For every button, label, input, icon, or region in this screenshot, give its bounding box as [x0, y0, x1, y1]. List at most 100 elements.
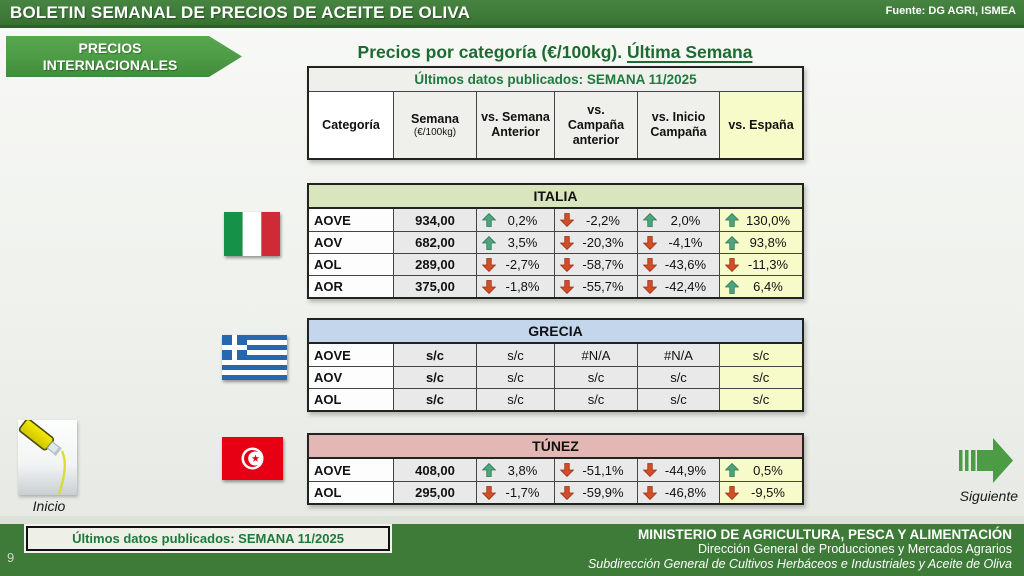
pct-cell: -1,8%: [477, 276, 555, 297]
down-arrow-icon: [725, 485, 739, 500]
up-arrow-icon: [482, 463, 496, 477]
category-label: AOL: [309, 482, 394, 503]
footer-strip: [0, 516, 1024, 524]
col-header-vs-semana-anterior: vs. Semana Anterior: [477, 92, 555, 158]
up-arrow-icon: [482, 235, 496, 250]
page-title: Precios por categoría (€/100kg). Última …: [300, 42, 810, 63]
pct-cell: -4,1%: [638, 232, 720, 253]
bulletin-title: BOLETIN SEMANAL DE PRECIOS DE ACEITE DE …: [10, 3, 471, 22]
down-arrow-icon: [560, 279, 574, 294]
pct-value: #N/A: [664, 347, 693, 363]
tunisia-flag-icon: [222, 437, 283, 480]
pct-cell: -46,8%: [638, 482, 720, 503]
pct-value: -11,3%: [747, 257, 789, 272]
price-value: 375,00: [394, 276, 477, 297]
column-headers: Categoría Semana (€/100kg) vs. Semana An…: [309, 92, 802, 158]
down-arrow-icon: [560, 235, 574, 250]
category-label: AOV: [309, 367, 394, 388]
pct-value: -2,7%: [505, 257, 540, 272]
col-header-semana-label: Semana: [411, 111, 459, 126]
pct-value: -42,4%: [664, 279, 707, 294]
pct-value: 6,4%: [753, 279, 783, 294]
pct-value: -59,9%: [582, 485, 624, 500]
pct-value: s/c: [587, 392, 605, 407]
table-row: AOV s/c s/c s/c s/c s/c: [309, 366, 802, 388]
pct-value: -1,8%: [505, 279, 540, 294]
pct-value: -43,6%: [664, 257, 707, 272]
pct-cell: -9,5%: [720, 482, 802, 503]
table-row: AOVE 408,00 3,8% -51,1% -44,9% 0,5%: [309, 459, 802, 481]
pct-cell: s/c: [477, 389, 555, 410]
pct-cell: -11,3%: [720, 254, 802, 275]
pct-cell: s/c: [555, 367, 638, 388]
table-row: AOV 682,00 3,5% -20,3% -4,1% 93,8%: [309, 231, 802, 253]
category-label: AOL: [309, 389, 394, 410]
footer-published-label: Últimos datos publicados: SEMANA 11/2025: [26, 526, 390, 551]
down-arrow-icon: [482, 279, 496, 294]
col-header-vs-campana-anterior: vs. Campaña anterior: [555, 92, 638, 158]
pct-cell: -59,9%: [555, 482, 638, 503]
pct-cell: -44,9%: [638, 459, 720, 481]
pct-value: 0,2%: [507, 212, 538, 228]
pct-value: -1,7%: [505, 485, 540, 500]
pct-cell: #N/A: [555, 344, 638, 366]
inicio-label[interactable]: Inicio: [32, 498, 66, 514]
pct-cell: 6,4%: [720, 276, 802, 297]
pct-value: s/c: [752, 370, 770, 385]
home-olive-oil-image[interactable]: [18, 418, 77, 495]
pct-value: -55,7%: [582, 279, 624, 294]
pct-value: s/c: [670, 392, 687, 407]
footer-bar: Últimos datos publicados: SEMANA 11/2025…: [0, 524, 1024, 576]
pct-value: s/c: [670, 370, 687, 385]
table-grecia: GRECIA AOVE s/c s/c #N/A #N/A s/c AOV s/c s/c s/c…: [307, 318, 804, 412]
ministry-name: MINISTERIO DE AGRICULTURA, PESCA Y ALIME…: [637, 527, 1012, 542]
country-header-italia: ITALIA: [309, 185, 802, 209]
down-arrow-icon: [643, 235, 657, 250]
category-label: AOR: [309, 276, 394, 297]
italy-flag-icon: [224, 212, 280, 256]
summary-header-table: Últimos datos publicados: SEMANA 11/2025…: [307, 66, 804, 160]
siguiente-label[interactable]: Siguiente: [959, 488, 1018, 504]
pct-cell: s/c: [555, 389, 638, 410]
price-value: s/c: [394, 344, 477, 366]
pct-value: -51,1%: [582, 462, 624, 478]
price-value: 408,00: [394, 459, 477, 481]
category-label: AOVE: [309, 209, 394, 231]
category-label: AOL: [309, 254, 394, 275]
pct-value: -46,8%: [664, 485, 707, 500]
pct-value: 2,0%: [670, 212, 701, 228]
pct-value: -58,7%: [582, 257, 624, 272]
pct-cell: -2,2%: [555, 209, 638, 231]
col-header-vs-espana: vs. España: [720, 92, 802, 158]
table-row: AOR 375,00 -1,8% -55,7% -42,4% 6,4%: [309, 275, 802, 297]
price-value: 682,00: [394, 232, 477, 253]
pct-value: 0,5%: [753, 462, 783, 478]
up-arrow-icon: [725, 463, 739, 477]
pct-value: s/c: [587, 370, 605, 385]
pct-cell: -43,6%: [638, 254, 720, 275]
pct-value: s/c: [507, 392, 524, 407]
siguiente-arrow-icon[interactable]: [958, 434, 1014, 491]
table-row: AOVE 934,00 0,2% -2,2% 2,0% 130,0%: [309, 209, 802, 231]
pct-value: 3,8%: [507, 462, 538, 478]
badge-line2: INTERNACIONALES: [42, 56, 178, 73]
pct-cell: s/c: [477, 344, 555, 366]
pct-cell: s/c: [720, 367, 802, 388]
col-header-semana-unit: (€/100kg): [413, 126, 457, 138]
pct-value: -4,1%: [668, 235, 703, 250]
pct-cell: s/c: [638, 367, 720, 388]
pct-value: -2,2%: [586, 212, 620, 228]
table-row: AOL 295,00 -1,7% -59,9% -46,8% -9,5%: [309, 481, 802, 503]
subdireccion-general: Subdirección General de Cultivos Herbáce…: [587, 557, 1012, 571]
up-arrow-icon: [482, 213, 496, 227]
title-underlined: Última Semana: [626, 42, 753, 62]
pct-cell: -58,7%: [555, 254, 638, 275]
table-italia: ITALIA AOVE 934,00 0,2% -2,2% 2,0% 130,0% AOV 6…: [307, 183, 804, 299]
col-header-vs-inicio-campana: vs. Inicio Campaña: [638, 92, 720, 158]
section-badge: PRECIOS INTERNACIONALES: [6, 36, 242, 77]
col-header-categoria: Categoría: [309, 92, 394, 158]
greece-flag-icon: [222, 335, 287, 380]
down-arrow-icon: [643, 279, 657, 294]
category-label: AOVE: [309, 344, 394, 366]
